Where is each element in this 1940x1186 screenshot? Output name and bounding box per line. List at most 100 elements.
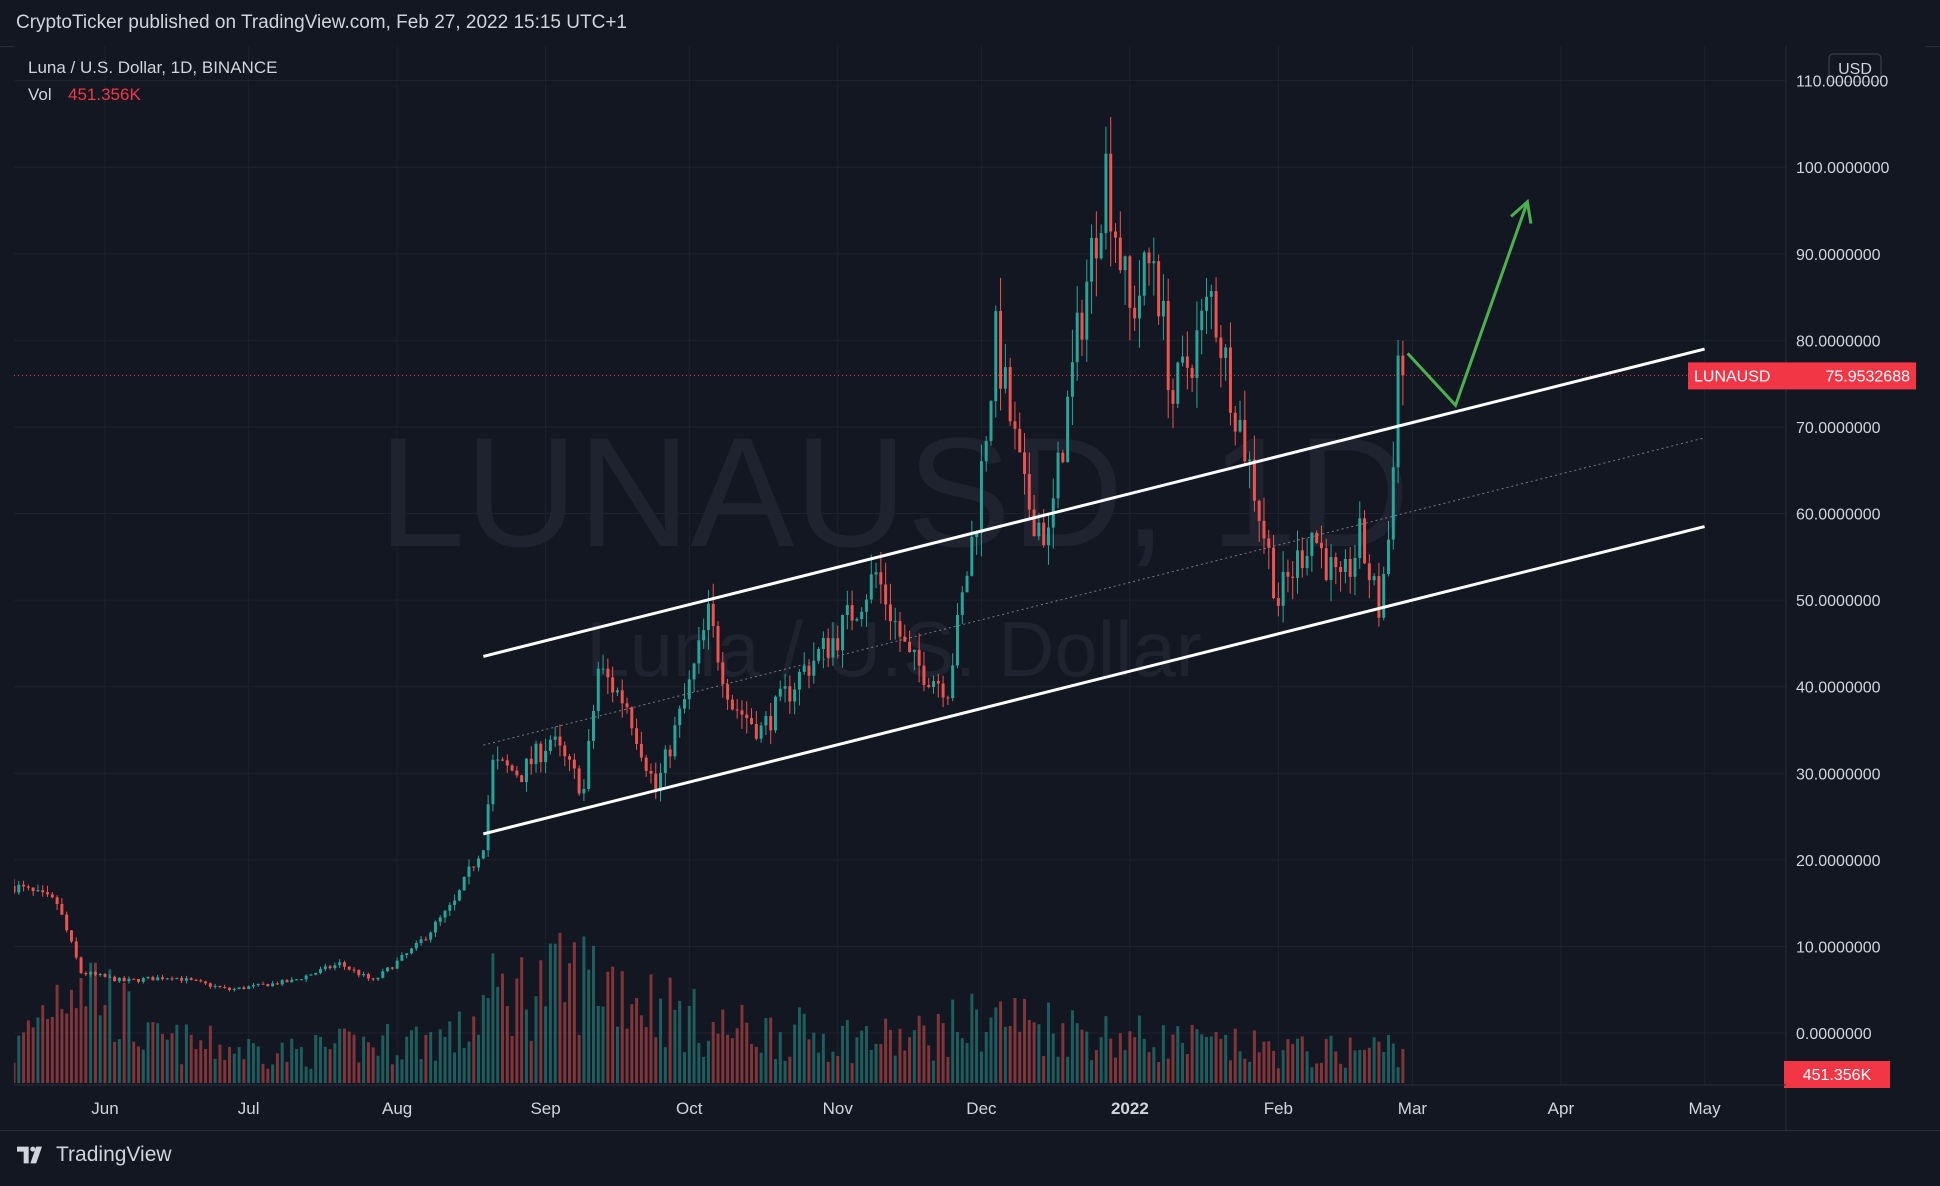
volume-bar (989, 1017, 993, 1083)
footer: TradingView (0, 1130, 1940, 1186)
volume-bar (60, 1009, 64, 1083)
volume-bar (467, 1041, 471, 1083)
candle-body (1305, 555, 1309, 569)
volume-badge-value: 451.356K (1803, 1067, 1872, 1084)
volume-bar (625, 1028, 629, 1083)
candle-body (831, 638, 835, 658)
volume-badge: 451.356K (1784, 1061, 1890, 1088)
candle-body (1003, 367, 1007, 389)
time-tick-label: Mar (1398, 1099, 1428, 1118)
candle-body (352, 969, 356, 971)
candle-body (1205, 296, 1208, 311)
candle-body (1353, 557, 1357, 577)
candle-body (1104, 153, 1108, 234)
candle-body (735, 709, 739, 711)
volume-bar (1056, 1056, 1060, 1083)
time-tick-label: 2022 (1111, 1099, 1149, 1118)
price-chart[interactable]: LUNAUSD, 1D Luna / U.S. Dollar Luna / U.… (14, 46, 1926, 1130)
volume-bar (903, 1050, 907, 1083)
candle-body (55, 897, 59, 905)
candle-body (788, 686, 792, 702)
candle-body (654, 773, 658, 791)
candle-body (596, 668, 600, 711)
candle-body (175, 977, 179, 980)
volume-bar (558, 933, 562, 1083)
candle-body (759, 725, 763, 739)
candle-body (26, 886, 30, 888)
candle-body (371, 978, 375, 980)
candle-body (845, 605, 849, 616)
currency-button[interactable]: USD (1828, 53, 1882, 83)
candle-body (673, 725, 677, 757)
volume-bar (750, 1043, 754, 1083)
candle-body (366, 974, 370, 979)
candle-body (539, 743, 543, 763)
candle-body (582, 788, 586, 794)
volume-bar (309, 1068, 313, 1083)
candle-body (304, 975, 308, 980)
volume-bar (1133, 1037, 1137, 1083)
candle-body (1219, 337, 1223, 359)
candle-body (1200, 310, 1204, 331)
channel-lower-line (482, 525, 1705, 836)
volume-bar (1008, 1026, 1012, 1083)
candle-body (1252, 459, 1256, 501)
volume-bar (251, 1043, 255, 1083)
volume-bar (524, 1009, 528, 1083)
projection-arrow (1406, 201, 1529, 409)
price-tick-label: 20.0000000 (1796, 853, 1881, 870)
volume-bar (443, 1036, 447, 1083)
volume-bar (572, 942, 576, 1083)
time-tick-label: Aug (382, 1099, 412, 1118)
volume-bar (793, 1024, 797, 1083)
candle-body (314, 972, 318, 975)
candle-body (496, 759, 500, 761)
candle-body (1190, 367, 1194, 378)
candle-body (1085, 281, 1089, 340)
tradingview-logo[interactable]: TradingView (16, 1143, 172, 1167)
candle-body (491, 759, 495, 805)
candle-body (1157, 261, 1161, 317)
volume-bar (1066, 1056, 1070, 1083)
volume-bar (290, 1038, 294, 1083)
candle-body (218, 985, 222, 987)
candle-body (237, 987, 241, 989)
candle-body (1367, 563, 1371, 581)
volume-bar (1137, 1015, 1141, 1083)
candle-body (1339, 567, 1343, 572)
candle-body (524, 758, 528, 783)
candle-body (132, 978, 136, 980)
candle-body (534, 743, 538, 765)
candle-body (836, 638, 840, 651)
volume-bar (946, 1056, 950, 1083)
candle-body (1161, 300, 1165, 317)
symbol-legend[interactable]: Luna / U.S. Dollar, 1D, BINANCE (28, 58, 277, 77)
candle-body (620, 690, 624, 704)
candle-body (1286, 571, 1290, 577)
price-scale-area[interactable] (1787, 46, 1926, 1130)
volume-bar (1161, 1025, 1165, 1083)
volume-bar (635, 998, 639, 1083)
candle-body (769, 716, 773, 731)
price-tick-label: 30.0000000 (1796, 766, 1881, 783)
time-tick-labels[interactable]: Jun Jul Aug Sep Oct Nov Dec 2022 Feb Mar Apr May (91, 1099, 1721, 1118)
volume-bar (1171, 1034, 1175, 1083)
volume-bar (347, 1031, 351, 1083)
candle-body (960, 592, 964, 615)
volume-bar (371, 1047, 375, 1083)
candle-body (1080, 312, 1084, 340)
candle-body (232, 988, 236, 990)
volume-bar (663, 1046, 667, 1083)
volume-bar (122, 982, 126, 1083)
volume-bar (1085, 1031, 1089, 1083)
volume-bar (189, 1034, 193, 1083)
volume-bar (1377, 1041, 1381, 1083)
volume-bar (917, 1015, 921, 1083)
candle-body (443, 910, 447, 918)
candle-body (419, 939, 423, 943)
volume-bar (410, 1030, 413, 1083)
candle-body (79, 957, 83, 973)
volume-bar (529, 1040, 533, 1083)
candle-body (1315, 532, 1319, 543)
candle-body (160, 977, 164, 980)
